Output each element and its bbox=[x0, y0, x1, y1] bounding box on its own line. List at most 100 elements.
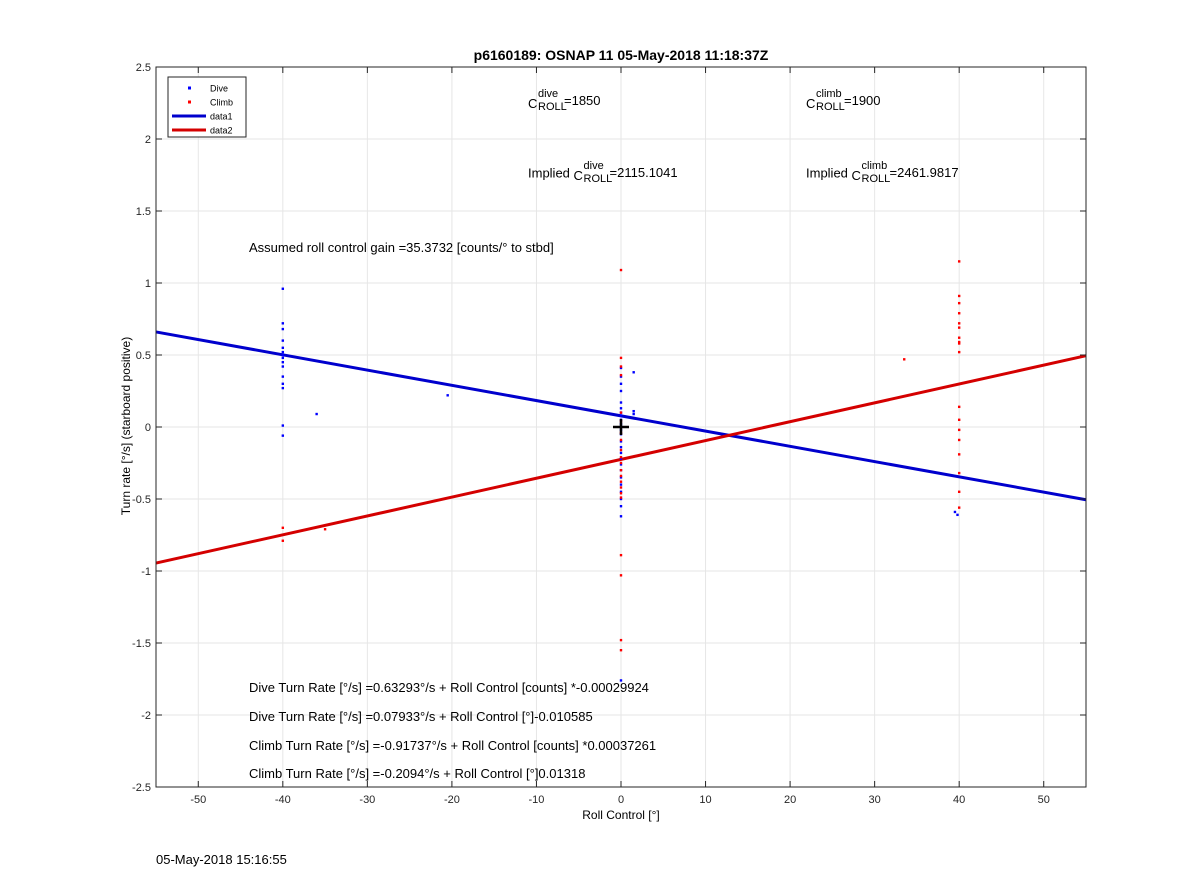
climb-point bbox=[957, 322, 961, 325]
climb-point bbox=[957, 350, 961, 354]
climb-point bbox=[957, 438, 961, 442]
dive-point bbox=[619, 389, 623, 393]
legend-label: data2 bbox=[210, 126, 233, 136]
climb-point bbox=[619, 496, 623, 499]
dive-point bbox=[281, 327, 285, 331]
dive-point bbox=[281, 350, 285, 354]
dive-point bbox=[619, 366, 623, 370]
climb-point bbox=[323, 528, 327, 531]
chart-title: p6160189: OSNAP 11 05-May-2018 11:18:37Z bbox=[473, 47, 769, 63]
climb-point bbox=[957, 294, 961, 298]
dive-point bbox=[619, 451, 623, 455]
x-tick-label: 50 bbox=[1038, 794, 1050, 806]
y-tick-label: 1 bbox=[145, 278, 151, 290]
x-tick-label: -10 bbox=[529, 794, 545, 806]
dive-point bbox=[281, 434, 285, 437]
climb-point bbox=[957, 428, 961, 432]
dive-point bbox=[619, 445, 623, 449]
climb-point bbox=[619, 492, 623, 495]
y-tick-label: 0.5 bbox=[136, 350, 151, 362]
y-tick-label: 1.5 bbox=[136, 206, 151, 218]
dive-point bbox=[619, 457, 623, 460]
climb-point bbox=[619, 474, 623, 478]
dive-point bbox=[281, 346, 285, 349]
dive-point bbox=[281, 386, 285, 390]
climb-point bbox=[619, 438, 623, 442]
dive-point bbox=[619, 476, 623, 479]
dive-point bbox=[281, 361, 285, 364]
climb-point bbox=[957, 301, 961, 305]
y-tick-label: -1 bbox=[141, 566, 151, 578]
climb-point bbox=[619, 553, 623, 557]
legend: Dive Climb data1 data2 bbox=[167, 76, 247, 138]
climb-point bbox=[957, 405, 961, 409]
dive-point bbox=[619, 463, 623, 466]
y-tick-label: -0.5 bbox=[132, 494, 151, 506]
climb-point bbox=[619, 480, 623, 483]
origin-marker bbox=[613, 419, 629, 435]
dive-point bbox=[953, 510, 957, 514]
climb-point bbox=[957, 490, 961, 493]
y-tick-label: -2.5 bbox=[132, 782, 151, 794]
annotation-equation-1: Dive Turn Rate [°/s] =0.63293°/s + Roll … bbox=[249, 680, 649, 695]
climb-point bbox=[957, 471, 961, 475]
y-tick-label: 2 bbox=[145, 134, 151, 146]
climb-point bbox=[619, 574, 623, 577]
climb-point bbox=[619, 469, 623, 472]
x-tick-label: 30 bbox=[869, 794, 881, 806]
x-tick-label: 0 bbox=[618, 794, 624, 806]
climb-point bbox=[619, 456, 623, 459]
x-tick-label: -50 bbox=[190, 794, 206, 806]
climb-point bbox=[619, 356, 623, 360]
climb-point bbox=[903, 358, 906, 361]
dive-point bbox=[281, 339, 285, 342]
legend-label: Climb bbox=[210, 98, 233, 108]
y-tick-label: -2 bbox=[141, 710, 151, 722]
dive-point bbox=[619, 497, 623, 501]
dive-point bbox=[619, 483, 623, 486]
climb-point bbox=[619, 411, 623, 414]
climb-point bbox=[619, 461, 623, 465]
dive-point bbox=[281, 424, 285, 427]
dive-point bbox=[281, 353, 285, 357]
annotation-equation-2: Dive Turn Rate [°/s] =0.07933°/s + Roll … bbox=[249, 709, 593, 724]
y-tick-label: -1.5 bbox=[132, 638, 151, 650]
climb-point bbox=[957, 506, 961, 509]
y-tick-label: 0 bbox=[145, 422, 151, 434]
climb-point bbox=[957, 340, 961, 344]
x-tick-label: 40 bbox=[953, 794, 965, 806]
climb-point bbox=[957, 342, 961, 345]
climb-point bbox=[957, 260, 961, 263]
dive-point bbox=[619, 375, 623, 378]
data-points bbox=[281, 260, 961, 682]
dive-point bbox=[281, 365, 285, 368]
axis-ticks: -50 -40 -30 -20 -10 0 10 20 30 40 50-2.5-2-1.5-1-0… bbox=[132, 62, 1086, 806]
legend-label: Dive bbox=[210, 84, 228, 94]
dive-point bbox=[956, 513, 959, 517]
dive-point bbox=[619, 490, 623, 493]
dive-point bbox=[619, 515, 623, 518]
legend-marker-climb bbox=[188, 100, 191, 104]
dive-point bbox=[281, 375, 285, 378]
climb-point bbox=[281, 539, 285, 542]
x-axis-label: Roll Control [°] bbox=[582, 808, 660, 822]
timestamp: 05-May-2018 15:16:55 bbox=[156, 852, 287, 867]
climb-point bbox=[619, 268, 623, 272]
dive-point bbox=[632, 371, 635, 374]
y-tick-label: 2.5 bbox=[136, 62, 151, 74]
dive-point bbox=[281, 356, 285, 360]
dive-point bbox=[619, 414, 623, 417]
dive-point bbox=[619, 505, 623, 508]
climb-point bbox=[957, 312, 961, 315]
climb-point bbox=[619, 373, 623, 377]
climb-point bbox=[281, 526, 285, 529]
legend-marker-dive bbox=[188, 86, 191, 90]
x-tick-label: 20 bbox=[784, 794, 796, 806]
dive-point bbox=[619, 382, 623, 385]
climb-point bbox=[957, 453, 961, 456]
legend-label: data1 bbox=[210, 112, 233, 122]
x-tick-label: -40 bbox=[275, 794, 291, 806]
